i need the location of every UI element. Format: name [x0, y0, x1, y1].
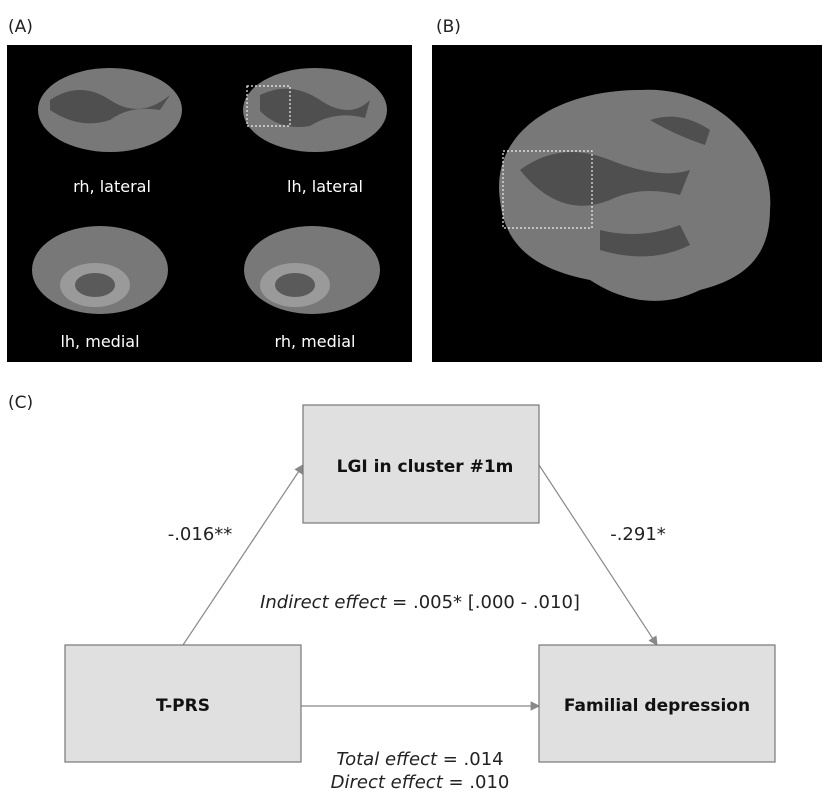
node-label: LGI in cluster #1m	[337, 457, 514, 477]
effect-text: Direct effect = .010	[331, 772, 510, 792]
effect-value: = .010	[443, 772, 510, 792]
effect-text: Total effect = .014	[336, 749, 503, 770]
brain-label: rh, lateral	[73, 177, 151, 196]
brain-label: rh, medial	[275, 332, 356, 351]
panel-label: (A)	[8, 17, 33, 37]
effect-name: Direct effect	[331, 772, 444, 792]
effect-name: Total effect	[336, 749, 438, 770]
panel-b	[432, 45, 822, 362]
effect-name: Indirect effect	[260, 592, 387, 613]
effect-value: = .014	[437, 749, 504, 770]
arrow	[539, 465, 657, 645]
panel-label: (C)	[8, 393, 33, 413]
panel-a: rh, lateral lh, lateral lh, medial rh, m…	[7, 45, 412, 362]
node-label: Familial depression	[564, 696, 750, 716]
brain-label: lh, lateral	[287, 177, 363, 196]
edge-label: -.016**	[168, 524, 233, 545]
figure: (A) (B) (C) rh, lateral lh, lateral lh, …	[0, 0, 826, 792]
mediation-diagram: LGI in cluster #1m T-PRS Familial depres…	[65, 405, 775, 792]
edge-label: -.291*	[610, 524, 666, 545]
brain-label: lh, medial	[60, 332, 139, 351]
effect-text: Indirect effect = .005* [.000 - .010]	[260, 592, 580, 613]
arrow	[183, 465, 303, 645]
node-label: T-PRS	[156, 696, 210, 716]
effect-value: = .005* [.000 - .010]	[386, 592, 579, 613]
panel-label: (B)	[436, 17, 461, 37]
